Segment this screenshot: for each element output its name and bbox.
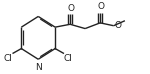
Text: Cl: Cl <box>64 54 73 63</box>
Text: O: O <box>115 21 122 30</box>
Text: O: O <box>97 2 104 11</box>
Text: N: N <box>35 63 42 72</box>
Text: O: O <box>67 4 74 13</box>
Text: Cl: Cl <box>4 54 13 63</box>
